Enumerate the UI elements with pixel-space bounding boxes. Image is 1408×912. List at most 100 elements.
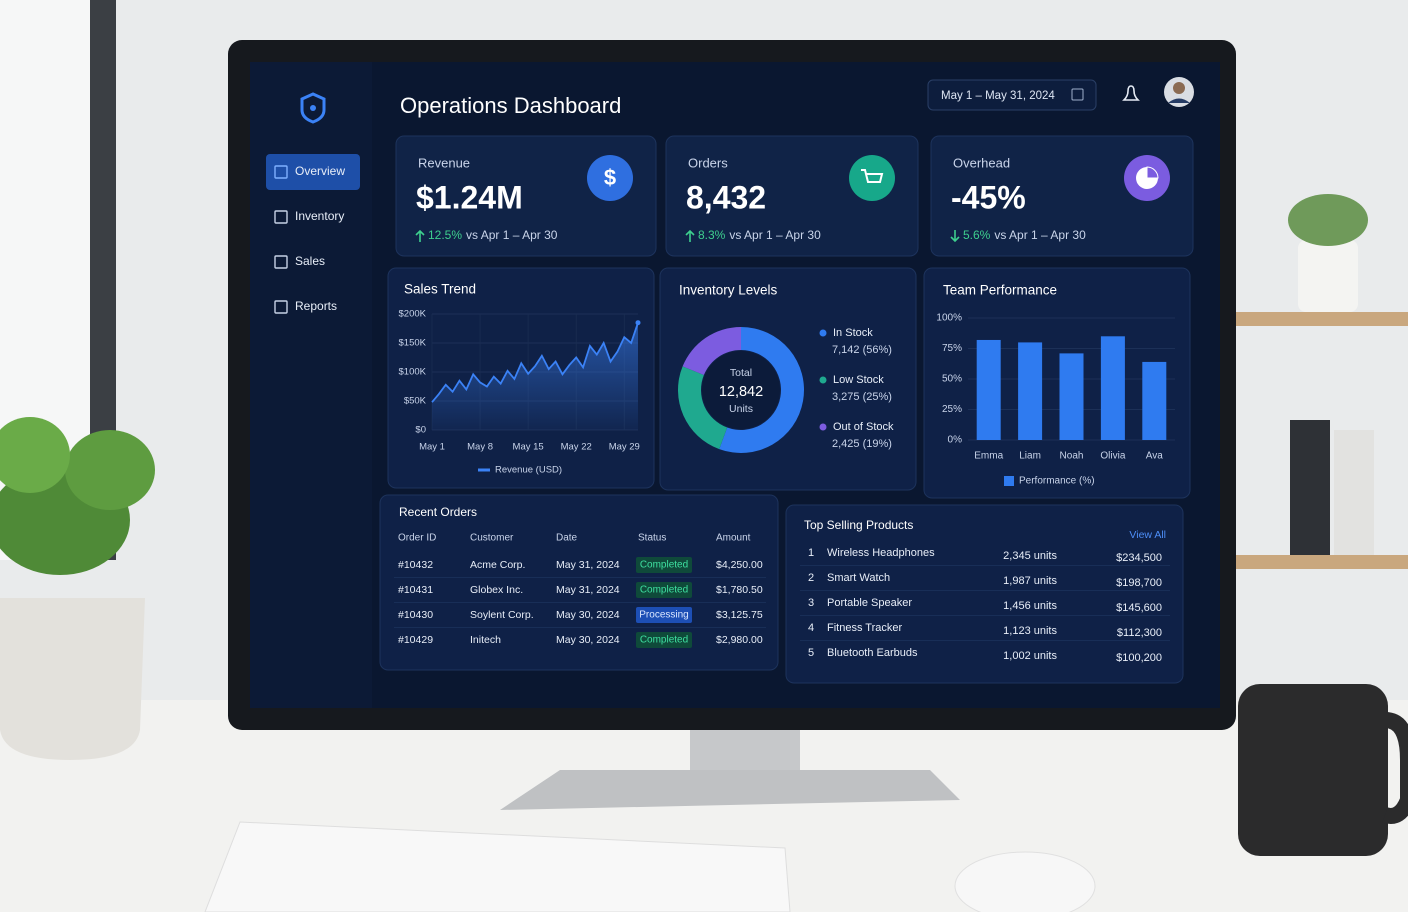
view-all-link[interactable]: View All [1129, 529, 1166, 541]
nav-item[interactable]: Reports [295, 299, 337, 313]
bar [1142, 361, 1167, 440]
status-badge [636, 632, 692, 648]
kpi-value: $1.24M [416, 179, 523, 215]
column-header: Status [638, 533, 666, 544]
kpi-label: Revenue [418, 155, 470, 170]
x-tick-label: May 29 [609, 442, 640, 453]
table-cell: #10429 [398, 634, 433, 646]
product-revenue: $112,300 [1117, 627, 1162, 639]
table-cell: Globex Inc. [470, 584, 523, 596]
kpi-value: 8,432 [686, 179, 766, 215]
table-cell: $2,980.00 [716, 634, 763, 646]
y-tick-label: 0% [948, 435, 963, 446]
mug [1238, 684, 1388, 856]
kpi-change-value: 12.5% [428, 228, 462, 242]
product-name: Bluetooth Earbuds [827, 647, 918, 659]
column-header: Date [556, 533, 578, 544]
legend-label: Revenue (USD) [495, 465, 562, 476]
monitor-base [500, 770, 960, 810]
product-units: 2,345 units [1003, 550, 1057, 562]
nav-item[interactable]: Sales [295, 254, 325, 268]
table-cell: #10432 [398, 559, 433, 571]
date-picker[interactable] [927, 79, 1097, 111]
donut-center-value: 12,842 [719, 384, 763, 400]
donut-center-label: Total [730, 367, 752, 379]
column-header: Order ID [398, 533, 436, 544]
kpi-icon [587, 155, 633, 201]
x-tick-label: May 15 [513, 442, 544, 453]
legend-label: Low Stock [833, 374, 884, 386]
y-tick-label: 75% [942, 343, 962, 354]
table-cell: Acme Corp. [470, 559, 525, 571]
product-name: Wireless Headphones [827, 547, 935, 559]
bell-icon[interactable] [1122, 85, 1140, 101]
data-label: 2,425 (19%) [832, 438, 892, 450]
y-tick-label: 25% [942, 404, 962, 415]
line-end-dot [635, 320, 641, 326]
product-revenue: $145,600 [1116, 602, 1162, 614]
status-text: Completed [640, 560, 688, 571]
rank: 3 [808, 597, 814, 609]
table-cell: May 31, 2024 [556, 584, 620, 596]
calendar-icon [1071, 88, 1084, 101]
panel [785, 504, 1184, 684]
nav-icon [274, 255, 288, 269]
donut-slice [682, 327, 741, 376]
shelf [1230, 312, 1408, 326]
legend-label: Out of Stock [833, 421, 894, 433]
donut-hole [702, 351, 780, 429]
donut-slice [719, 327, 804, 453]
status-badge [636, 582, 692, 598]
x-tick-label: May 8 [467, 442, 493, 453]
pie-icon-cut [1146, 166, 1159, 179]
date-range[interactable]: May 1 – May 31, 2024 [941, 90, 1055, 102]
data-label: 3,275 (25%) [832, 391, 892, 403]
legend-label: Performance (%) [1019, 476, 1095, 487]
product-revenue: $234,500 [1116, 552, 1162, 564]
bar [1018, 342, 1043, 440]
x-tick-label: Ava [1146, 451, 1163, 462]
x-tick-label: May 22 [561, 442, 592, 453]
plant-pot [0, 598, 145, 760]
table-cell: May 31, 2024 [556, 559, 620, 571]
kpi-period: vs Apr 1 – Apr 30 [994, 228, 1086, 242]
product-units: 1,002 units [1003, 650, 1057, 662]
book [1334, 430, 1374, 555]
product-units: 1,456 units [1003, 600, 1057, 612]
rank: 4 [808, 622, 814, 634]
rank: 2 [808, 572, 814, 584]
status-text: Processing [639, 610, 688, 621]
product-units: 1,987 units [1003, 575, 1057, 587]
table-cell: $1,780.50 [716, 584, 763, 596]
chart-title: Team Performance [943, 283, 1057, 298]
y-tick-label: $150K [399, 338, 427, 349]
nav-icon [274, 300, 288, 314]
nav-active [266, 154, 360, 190]
shelf-plant [1288, 194, 1368, 246]
logo [300, 92, 326, 124]
nav-item[interactable]: Inventory [295, 209, 344, 223]
legend-dot [819, 329, 827, 337]
donut-slice [678, 366, 728, 450]
product-name: Fitness Tracker [827, 622, 903, 634]
rank: 5 [808, 647, 814, 659]
nav-item[interactable]: Overview [295, 164, 345, 178]
bar [1059, 353, 1084, 440]
kpi-period: vs Apr 1 – Apr 30 [729, 228, 821, 242]
shelf [1230, 555, 1408, 569]
trend-arrow [950, 230, 960, 243]
data-label: 7,142 (56%) [832, 344, 892, 356]
cart-icon [861, 169, 884, 183]
legend-dot [819, 423, 827, 431]
status-badge [636, 557, 692, 573]
table-cell: $3,125.75 [716, 609, 763, 621]
rank: 1 [808, 547, 814, 559]
kpi-label: Orders [688, 155, 728, 170]
y-tick-label: $100K [399, 367, 427, 378]
chart-title: Inventory Levels [679, 283, 778, 298]
kpi-label: Overhead [953, 155, 1010, 170]
y-tick-label: 50% [942, 374, 962, 385]
status-text: Completed [640, 635, 688, 646]
x-tick-label: Emma [974, 451, 1003, 462]
